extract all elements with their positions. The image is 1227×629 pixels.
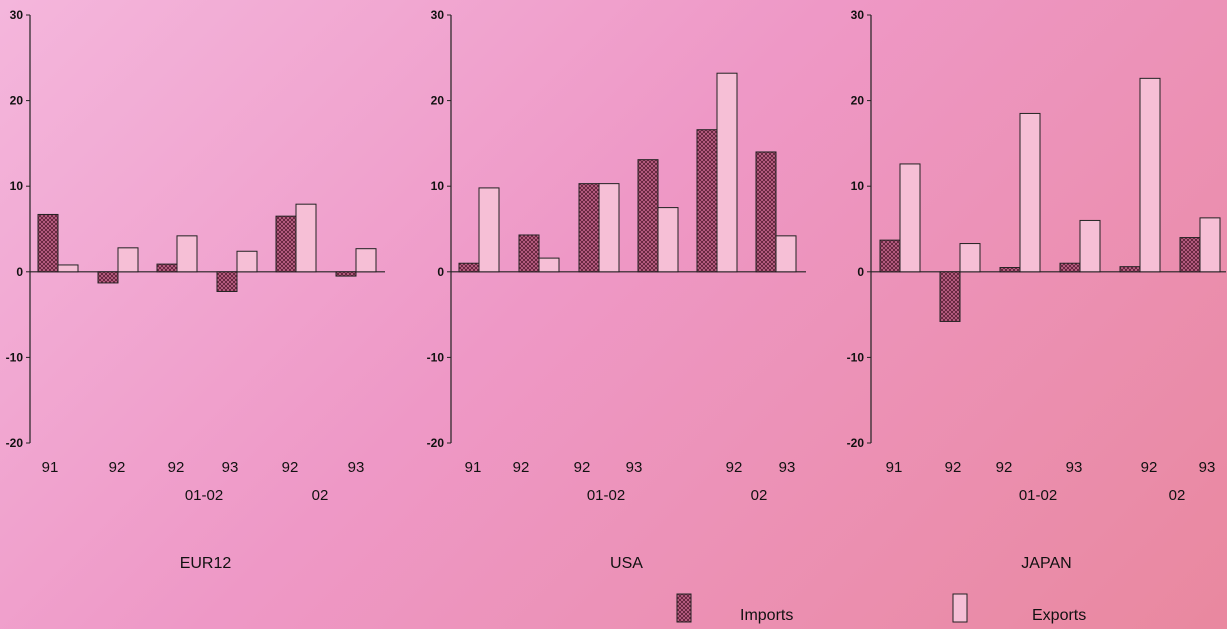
y-tick-label: 20 <box>431 94 445 108</box>
imports-bar <box>637 159 659 273</box>
x-category-label: 92 <box>945 459 962 476</box>
x-category-label: 91 <box>465 459 482 476</box>
legend-exports-swatch <box>952 593 968 623</box>
chart-title: EUR12 <box>180 555 232 572</box>
x-category-label: 93 <box>348 459 365 476</box>
y-tick-label: -20 <box>847 436 865 450</box>
imports-bar <box>755 151 777 273</box>
imports-bar <box>879 239 901 273</box>
imports-bar <box>97 271 119 284</box>
y-tick-label: 30 <box>10 8 24 22</box>
y-tick-label: 0 <box>437 265 444 279</box>
x-period-label: 01-02 <box>587 487 625 504</box>
x-category-label: 92 <box>168 459 185 476</box>
exports-bar <box>1139 77 1161 273</box>
exports-bar <box>899 163 921 273</box>
imports-bar <box>1119 266 1141 273</box>
x-category-label: 92 <box>574 459 591 476</box>
x-category-label: 92 <box>513 459 530 476</box>
x-category-label: 93 <box>626 459 643 476</box>
imports-bar <box>939 271 961 322</box>
y-tick-label: 0 <box>16 265 23 279</box>
exports-bar <box>959 243 981 273</box>
imports-bar <box>696 129 718 273</box>
y-tick-label: -10 <box>6 350 24 364</box>
x-category-label: 92 <box>996 459 1013 476</box>
x-category-label: 93 <box>1066 459 1083 476</box>
exports-bar <box>716 72 738 273</box>
x-period-label: 02 <box>751 487 768 504</box>
x-category-label: 93 <box>222 459 239 476</box>
x-category-label: 93 <box>1199 459 1216 476</box>
exports-bar <box>598 183 620 273</box>
y-tick-label: 20 <box>10 94 24 108</box>
legend-imports-swatch <box>676 593 692 623</box>
x-period-label: 01-02 <box>185 487 223 504</box>
chart-title: JAPAN <box>1021 555 1071 572</box>
y-tick-label: -10 <box>427 350 445 364</box>
x-period-label: 02 <box>1169 487 1186 504</box>
exports-bar <box>1079 219 1101 273</box>
exports-bar <box>538 257 560 273</box>
chart-eur12: 30 20 10 0 -10 -20 91 92 92 93 92 93 01-02 02 EUR12 <box>6 8 385 572</box>
imports-bar <box>1059 262 1081 273</box>
x-category-label: 92 <box>726 459 743 476</box>
imports-bar <box>156 263 178 273</box>
y-tick-label: -20 <box>6 436 24 450</box>
exports-bar <box>1019 112 1041 273</box>
y-tick-label: -20 <box>427 436 445 450</box>
x-category-label: 91 <box>886 459 903 476</box>
chart-title: USA <box>610 555 643 572</box>
exports-bar <box>236 250 258 273</box>
legend: Imports Exports <box>676 593 1086 624</box>
imports-bar <box>335 271 357 277</box>
imports-bar <box>216 271 238 292</box>
x-category-label: 93 <box>779 459 796 476</box>
exports-bar <box>176 235 198 273</box>
imports-bar <box>1179 237 1201 273</box>
y-tick-label: 10 <box>431 179 445 193</box>
x-category-label: 92 <box>1141 459 1158 476</box>
legend-exports-label: Exports <box>1032 607 1086 624</box>
exports-bar <box>1199 217 1221 273</box>
exports-bar <box>295 203 317 273</box>
imports-bar <box>999 267 1021 273</box>
y-tick-label: -10 <box>847 350 865 364</box>
exports-bar <box>775 235 797 273</box>
exports-bar <box>355 248 377 273</box>
y-tick-label: 10 <box>851 179 865 193</box>
y-tick-label: 10 <box>10 179 24 193</box>
x-category-label: 92 <box>282 459 299 476</box>
imports-bar <box>37 213 59 273</box>
exports-bar <box>478 187 500 273</box>
imports-bar <box>518 234 540 273</box>
x-category-label: 92 <box>109 459 126 476</box>
y-tick-label: 0 <box>857 265 864 279</box>
x-category-label: 91 <box>42 459 59 476</box>
exports-bar <box>57 264 79 273</box>
x-period-label: 01-02 <box>1019 487 1057 504</box>
exports-bar <box>117 247 139 273</box>
legend-imports-label: Imports <box>740 607 793 624</box>
x-period-label: 02 <box>312 487 329 504</box>
chart-japan: 30 20 10 0 -10 -20 91 92 92 93 92 93 01-02 02 JAPAN <box>847 8 1226 572</box>
imports-bar <box>458 262 480 273</box>
y-tick-label: 20 <box>851 94 865 108</box>
exports-bar <box>657 207 679 273</box>
imports-bar <box>275 215 297 273</box>
imports-bar <box>578 183 600 273</box>
y-tick-label: 30 <box>431 8 445 22</box>
y-tick-label: 30 <box>851 8 865 22</box>
